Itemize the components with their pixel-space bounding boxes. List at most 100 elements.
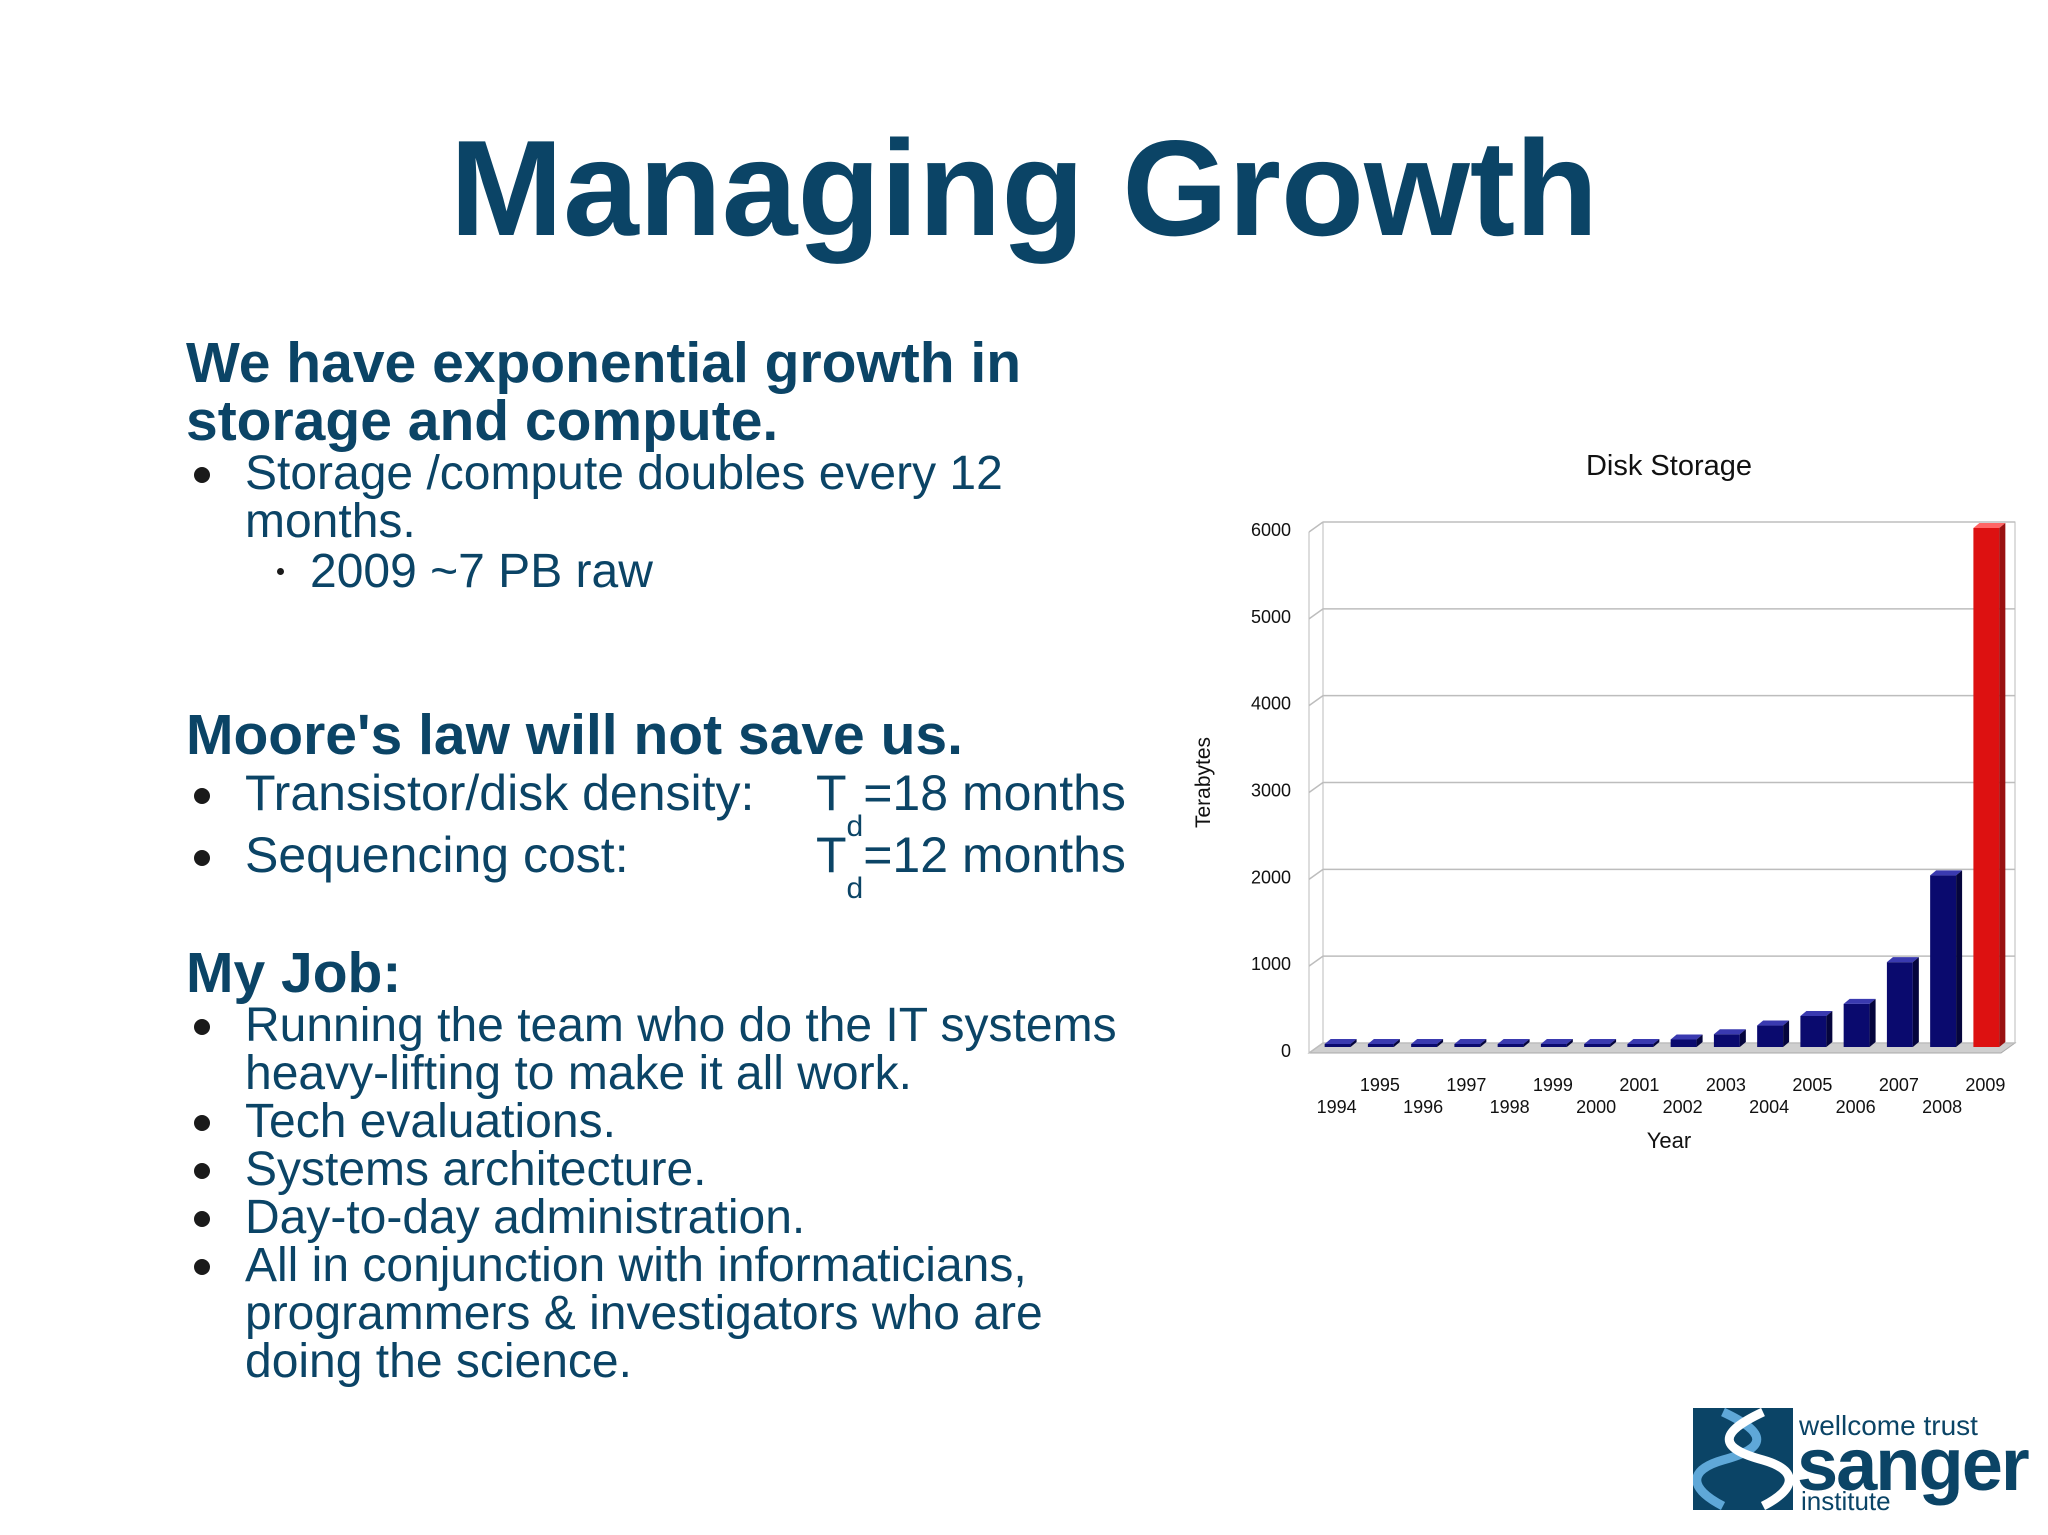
bullet-text: Day-to-day administration. [245,1191,806,1244]
bar [1800,1016,1827,1047]
sub-bullet-dot-icon [277,568,284,575]
bar [1930,875,1957,1047]
bar [1497,1044,1524,1047]
bar [1454,1044,1481,1047]
bar [1367,1044,1394,1047]
gridline-side [1308,608,1324,620]
bar-top [1670,1034,1703,1040]
bullet-item: Day-to-day administration. [186,1194,1196,1242]
bar [1973,528,2000,1047]
chart-title: Disk Storage [1586,450,1752,482]
section-storage: We have exponential growth in storage an… [186,334,1186,598]
sub-bullet-text: 2009 ~7 PB raw [310,545,653,598]
section-heading: My Job: [186,941,402,1005]
bullet-dot-icon [194,1115,210,1131]
bar-top [1367,1039,1400,1044]
bar-side [1783,1020,1790,1047]
bar-side [1739,1029,1746,1047]
bar [1584,1044,1611,1047]
gridline-side [1308,868,1324,880]
bar [1627,1044,1654,1047]
doubling-row: Sequencing cost: Td=12 months [186,826,1186,905]
x-tick-label: 2005 [1792,1075,1832,1095]
bar-side [1566,1039,1573,1047]
section-myjob: My Job: Running the team who do the IT s… [186,944,1196,1386]
bar-side [1437,1039,1444,1047]
y-tick-label: 1000 [1251,954,1291,974]
bullet-dot-icon [194,850,210,866]
row-value: Td=12 months [816,827,1126,905]
bar-top [1800,1011,1833,1017]
x-tick-label: 1998 [1490,1097,1530,1117]
x-tick-label: 2003 [1706,1075,1746,1095]
bullet-dot-icon [194,788,210,804]
x-tick-label: 1996 [1403,1097,1443,1117]
bullet-item: Storage /compute doubles every 12 months… [186,450,1186,546]
bar-top [1627,1039,1660,1044]
bar [1540,1044,1567,1047]
bullet-text: All in conjunction with informaticians, … [245,1239,1043,1388]
x-tick-label: 1997 [1446,1075,1486,1095]
bar-top [1886,957,1919,963]
bar-top [1930,870,1963,876]
y-tick-label: 2000 [1251,867,1291,887]
y-tick-label: 3000 [1251,781,1291,801]
bar-side [1350,1039,1357,1047]
x-tick-label: 2004 [1749,1097,1789,1117]
sub-bullet-item: 2009 ~7 PB raw [186,546,1186,598]
y-tick-label: 0 [1281,1041,1291,1061]
section-moore: Moore's law will not save us. Transistor… [186,706,1186,905]
bar-top [1540,1039,1573,1044]
bullet-text: Running the team who do the IT systems h… [245,999,1117,1100]
bar-side [1826,1011,1833,1047]
x-tick-label: 2008 [1922,1097,1962,1117]
x-tick-label: 2009 [1965,1075,2005,1095]
bar-top [1584,1039,1617,1044]
doubling-row: Transistor/disk density: Td=18 months [186,764,1186,843]
x-axis-title: Year [1647,1128,1691,1153]
row-label: Sequencing cost: [245,827,629,883]
bar [1713,1034,1740,1047]
bar-side [1610,1039,1617,1047]
x-tick-label: 2001 [1619,1075,1659,1095]
bullet-item: Systems architecture. [186,1146,1196,1194]
x-tick-label: 1999 [1533,1075,1573,1095]
bar-side [1999,523,2006,1047]
gridline-side [1308,781,1324,794]
slide-title: Managing Growth [449,112,1599,264]
gridline-side [1308,955,1324,967]
bar [1411,1044,1438,1047]
bar-side [1869,998,1876,1047]
x-tick-label: 1995 [1360,1075,1400,1095]
bar-top [1497,1039,1530,1044]
x-tick-label: 2006 [1836,1097,1876,1117]
bar-side [1696,1034,1703,1047]
y-tick-label: 4000 [1251,694,1291,714]
logo-text: wellcome trust [1799,1410,1978,1441]
bullet-dot-icon [194,1019,210,1035]
dna-helix-icon [1692,1407,1794,1511]
bullet-item: All in conjunction with informaticians, … [186,1242,1165,1386]
bar [1886,962,1913,1047]
bullet-item: Running the team who do the IT systems h… [186,1002,1196,1098]
bar [1324,1044,1351,1047]
y-tick-label: 5000 [1251,607,1291,627]
logo-text: sanger [1797,1423,2030,1506]
bullet-dot-icon [194,467,210,483]
y-axis-title: Terabytes [1192,737,1215,828]
sanger-logo: wellcome trust sanger institute [1692,1407,2033,1516]
bar-side [1523,1039,1530,1047]
bar [1670,1039,1697,1047]
bullet-item: Tech evaluations. [186,1098,1196,1146]
x-tick-label: 2002 [1663,1097,1703,1117]
y-tick-label: 6000 [1251,520,1291,540]
bullet-text: Storage /compute doubles every 12 months… [245,447,1003,548]
row-label: Transistor/disk density: [245,765,755,821]
row-value: Td=18 months [816,765,1126,843]
bullet-dot-icon [194,1163,210,1179]
disk-storage-chart: 0100020003000400050006000199419951996199… [1192,450,2017,1153]
bar-side [1653,1039,1660,1047]
bar [1757,1025,1784,1047]
x-tick-label: 2007 [1879,1075,1919,1095]
section-heading: We have exponential growth in storage an… [186,331,1022,453]
